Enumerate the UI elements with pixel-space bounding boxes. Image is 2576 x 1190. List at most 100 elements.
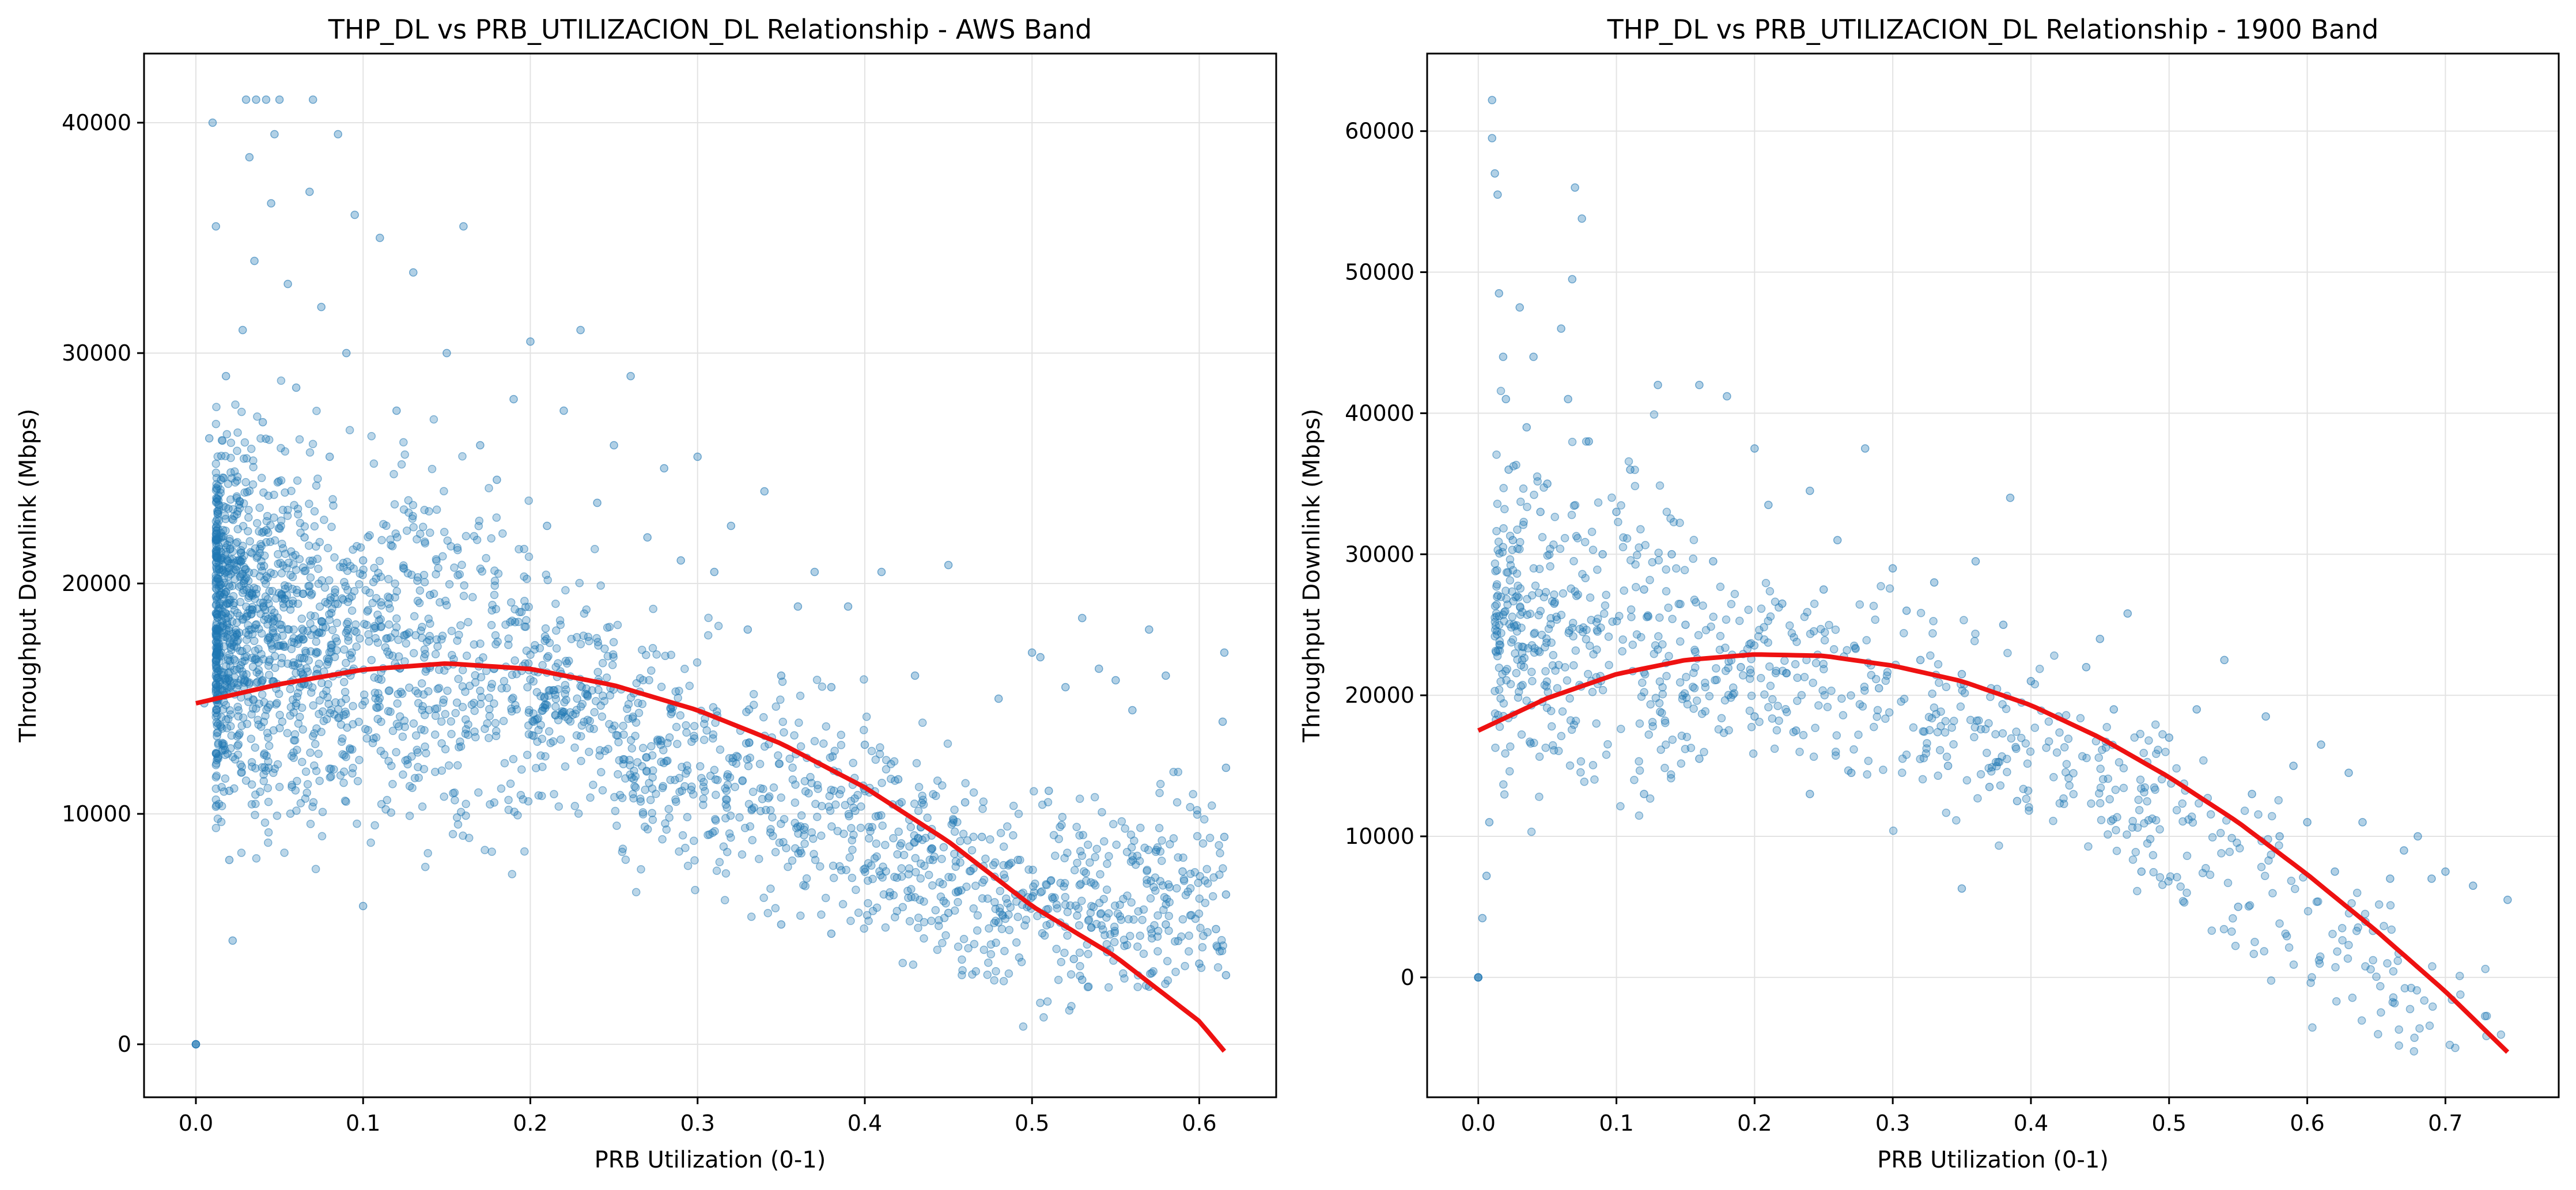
scatter-point — [1013, 912, 1022, 922]
scatter-point — [1548, 741, 1557, 750]
scatter-point — [1700, 748, 1708, 756]
scatter-point — [1970, 636, 1979, 646]
scatter-point — [191, 1040, 201, 1049]
scatter-point — [1612, 507, 1621, 517]
scatter-point — [307, 591, 316, 600]
scatter-point — [594, 685, 603, 695]
scatter-point — [1682, 733, 1692, 741]
scatter-point — [725, 773, 735, 782]
scatter-point — [2113, 813, 2121, 822]
scatter-point — [881, 923, 890, 932]
scatter-point — [440, 487, 448, 495]
scatter-point — [492, 513, 501, 522]
scatter-point — [691, 886, 699, 895]
scatter-point — [239, 615, 248, 623]
scatter-point — [1005, 926, 1014, 934]
scatter-point — [1854, 730, 1863, 739]
scatter-point — [1658, 690, 1667, 699]
scatter-point — [2354, 923, 2362, 932]
scatter-point — [535, 644, 544, 653]
scatter-point — [1205, 833, 1215, 842]
scatter-point — [1493, 499, 1502, 508]
scatter-point — [589, 725, 598, 733]
scatter-point — [1809, 752, 1818, 761]
scatter-point — [1054, 975, 1063, 984]
scatter-point — [428, 465, 437, 473]
scatter-point — [453, 543, 462, 552]
scatter-point — [341, 797, 350, 805]
scatter-point — [1662, 587, 1671, 596]
scatter-point — [2143, 797, 2151, 806]
scatter-point — [1133, 942, 1142, 951]
scatter-point — [747, 806, 756, 814]
scatter-point — [678, 831, 687, 840]
scatter-point — [431, 711, 440, 720]
scatter-point — [1087, 923, 1096, 932]
scatter-point — [504, 634, 513, 643]
scatter-point — [1186, 884, 1195, 893]
scatter-point — [1178, 915, 1187, 924]
scatter-point — [487, 534, 495, 543]
scatter-point — [419, 764, 429, 774]
scatter-point — [1020, 921, 1029, 930]
scatter-point — [1506, 680, 1515, 689]
scatter-point — [1603, 740, 1612, 749]
scatter-point — [1929, 617, 1938, 626]
scatter-point — [652, 650, 661, 659]
scatter-point — [2332, 997, 2341, 1006]
scatter-point — [2217, 849, 2226, 858]
scatter-point — [250, 636, 259, 645]
scatter-point — [317, 617, 326, 626]
scatter-point — [1491, 617, 1500, 626]
scatter-point — [251, 799, 260, 808]
scatter-point — [755, 760, 765, 768]
scatter-point — [1825, 620, 1833, 630]
scatter-point — [228, 582, 237, 590]
scatter-point — [577, 683, 587, 692]
scatter-point — [997, 924, 1007, 934]
scatter-point — [2496, 1030, 2506, 1039]
scatter-point — [1501, 749, 1510, 758]
scatter-point — [1485, 818, 1494, 827]
scatter-point — [950, 850, 959, 858]
scatter-point — [864, 899, 872, 908]
scatter-point — [1190, 868, 1200, 877]
scatter-point — [963, 836, 972, 845]
scatter-point — [1860, 444, 1870, 453]
scatter-point — [826, 753, 835, 762]
scatter-point — [309, 701, 317, 710]
scatter-point — [1177, 932, 1186, 941]
scatter-point — [491, 732, 501, 741]
scatter-point — [283, 625, 292, 634]
scatter-point — [334, 130, 342, 139]
scatter-point — [2049, 773, 2058, 782]
scatter-point — [1153, 947, 1162, 956]
scatter-point — [212, 673, 221, 682]
scatter-point — [441, 745, 450, 754]
scatter-point — [2165, 733, 2174, 742]
scatter-point — [683, 861, 693, 870]
scatter-point — [1538, 533, 1547, 541]
scatter-point — [405, 812, 414, 820]
scatter-point — [229, 655, 239, 664]
scatter-point — [229, 601, 238, 610]
scatter-point — [476, 639, 485, 648]
scatter-point — [712, 866, 721, 875]
scatter-point — [342, 348, 351, 358]
scatter-point — [280, 848, 289, 857]
scatter-point — [504, 805, 513, 814]
scatter-point — [241, 628, 251, 637]
scatter-point — [431, 767, 440, 776]
scatter-point — [872, 839, 881, 848]
scatter-point — [350, 587, 359, 596]
y-tick-label: 40000 — [62, 110, 131, 135]
scatter-point — [257, 556, 266, 566]
scatter-point — [986, 835, 994, 844]
scatter-point — [1217, 946, 1227, 956]
scatter-point — [675, 774, 684, 783]
scatter-point — [1572, 532, 1581, 541]
scatter-point — [582, 605, 591, 614]
scatter-point — [273, 760, 282, 769]
scatter-point — [1103, 859, 1111, 868]
scatter-point — [458, 703, 467, 711]
